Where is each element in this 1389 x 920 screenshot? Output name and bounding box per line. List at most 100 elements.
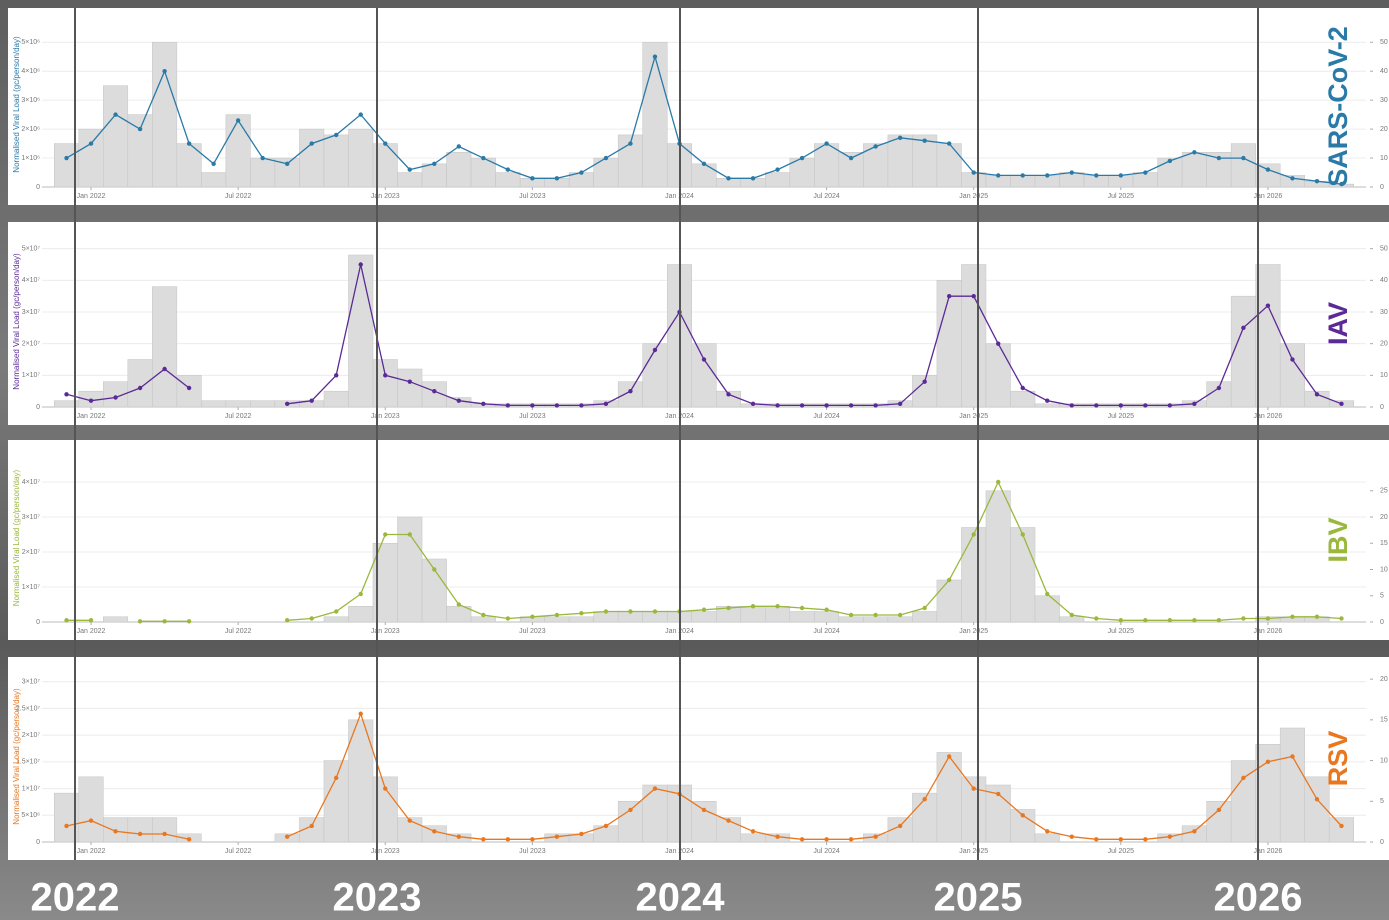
data-point (555, 613, 559, 617)
x-tick-label: Jul 2025 (1108, 628, 1135, 635)
data-point (726, 392, 730, 396)
x-tick-label: Jul 2022 (225, 193, 252, 200)
y2-tick-label: 20 (1380, 341, 1388, 348)
data-point (628, 141, 632, 145)
data-point (236, 118, 240, 122)
y-tick-label: 4×10⁶ (21, 68, 40, 75)
data-point (775, 604, 779, 608)
data-point (432, 162, 436, 166)
data-point (873, 403, 877, 407)
bar (324, 135, 349, 187)
data-point (947, 754, 951, 758)
data-point (162, 367, 166, 371)
data-point (1290, 754, 1294, 758)
data-point (604, 824, 608, 828)
data-point (1119, 173, 1123, 177)
data-point (457, 144, 461, 148)
data-point (898, 613, 902, 617)
data-point (996, 480, 1000, 484)
data-point (530, 615, 534, 619)
data-point (481, 837, 485, 841)
page: 01×10⁶2×10⁶3×10⁶4×10⁶5×10⁶01020304050Jan… (0, 0, 1389, 920)
data-point (849, 613, 853, 617)
data-point (1241, 616, 1245, 620)
y2-tick-label: 0 (1380, 619, 1384, 626)
bar (1329, 818, 1354, 842)
y-tick-label: 4×10⁷ (22, 277, 41, 284)
bar (961, 528, 986, 623)
y-tick-label: 2×10⁶ (21, 126, 40, 133)
bar (152, 818, 177, 842)
data-point (1217, 618, 1221, 622)
data-point (187, 619, 191, 623)
y-axis-label: Normalised Viral Load (gc/person/day) (12, 36, 21, 173)
bar (765, 173, 790, 187)
bar (961, 265, 986, 408)
data-point (334, 609, 338, 613)
data-point (310, 398, 314, 402)
y-tick-label: 5×10⁶ (21, 812, 40, 819)
x-tick-label: Jan 2022 (77, 193, 106, 200)
data-point (506, 403, 510, 407)
y-tick-label: 0 (36, 619, 40, 626)
data-point (1315, 392, 1319, 396)
data-point (922, 606, 926, 610)
y-tick-label: 0 (36, 404, 40, 411)
bar (692, 164, 717, 187)
y2-tick-label: 30 (1380, 97, 1388, 104)
bar (348, 255, 373, 407)
data-point (775, 167, 779, 171)
bar (398, 173, 423, 187)
bar (937, 580, 962, 622)
y2-tick-label: 10 (1380, 155, 1388, 162)
y2-tick-label: 25 (1380, 488, 1388, 495)
year-label: 2022 (31, 876, 120, 920)
bar (643, 785, 668, 842)
data-point (1045, 592, 1049, 596)
x-tick-label: Jan 2023 (371, 848, 400, 855)
bar (1010, 391, 1035, 407)
bar (103, 617, 128, 622)
data-point (113, 829, 117, 833)
data-point (1168, 618, 1172, 622)
x-tick-label: Jan 2022 (77, 628, 106, 635)
y2-tick-label: 20 (1380, 676, 1388, 683)
data-point (162, 832, 166, 836)
data-point (604, 156, 608, 160)
data-point (653, 786, 657, 790)
bar (1182, 152, 1207, 187)
bar (1010, 528, 1035, 623)
bar (226, 401, 251, 407)
data-point (1266, 167, 1270, 171)
data-point (824, 403, 828, 407)
data-point (64, 824, 68, 828)
x-tick-label: Jan 2025 (959, 628, 988, 635)
bar (1280, 344, 1305, 407)
bar (1256, 265, 1281, 408)
data-point (1094, 616, 1098, 620)
data-point (113, 395, 117, 399)
data-point (334, 373, 338, 377)
data-point (1094, 837, 1098, 841)
data-point (138, 127, 142, 131)
bar (790, 612, 815, 623)
data-point (432, 389, 436, 393)
data-point (383, 786, 387, 790)
data-point (628, 609, 632, 613)
bar (937, 280, 962, 407)
data-point (1168, 403, 1172, 407)
data-point (89, 618, 93, 622)
y2-tick-label: 0 (1380, 404, 1384, 411)
data-point (1021, 173, 1025, 177)
bar (128, 115, 153, 187)
data-point (1192, 402, 1196, 406)
data-point (972, 170, 976, 174)
y-tick-label: 1×10⁷ (22, 372, 41, 379)
data-point (432, 829, 436, 833)
data-point (1021, 532, 1025, 536)
data-point (1192, 618, 1196, 622)
year-label: 2023 (333, 876, 422, 920)
data-point (432, 567, 436, 571)
data-point (653, 609, 657, 613)
data-point (1217, 156, 1221, 160)
